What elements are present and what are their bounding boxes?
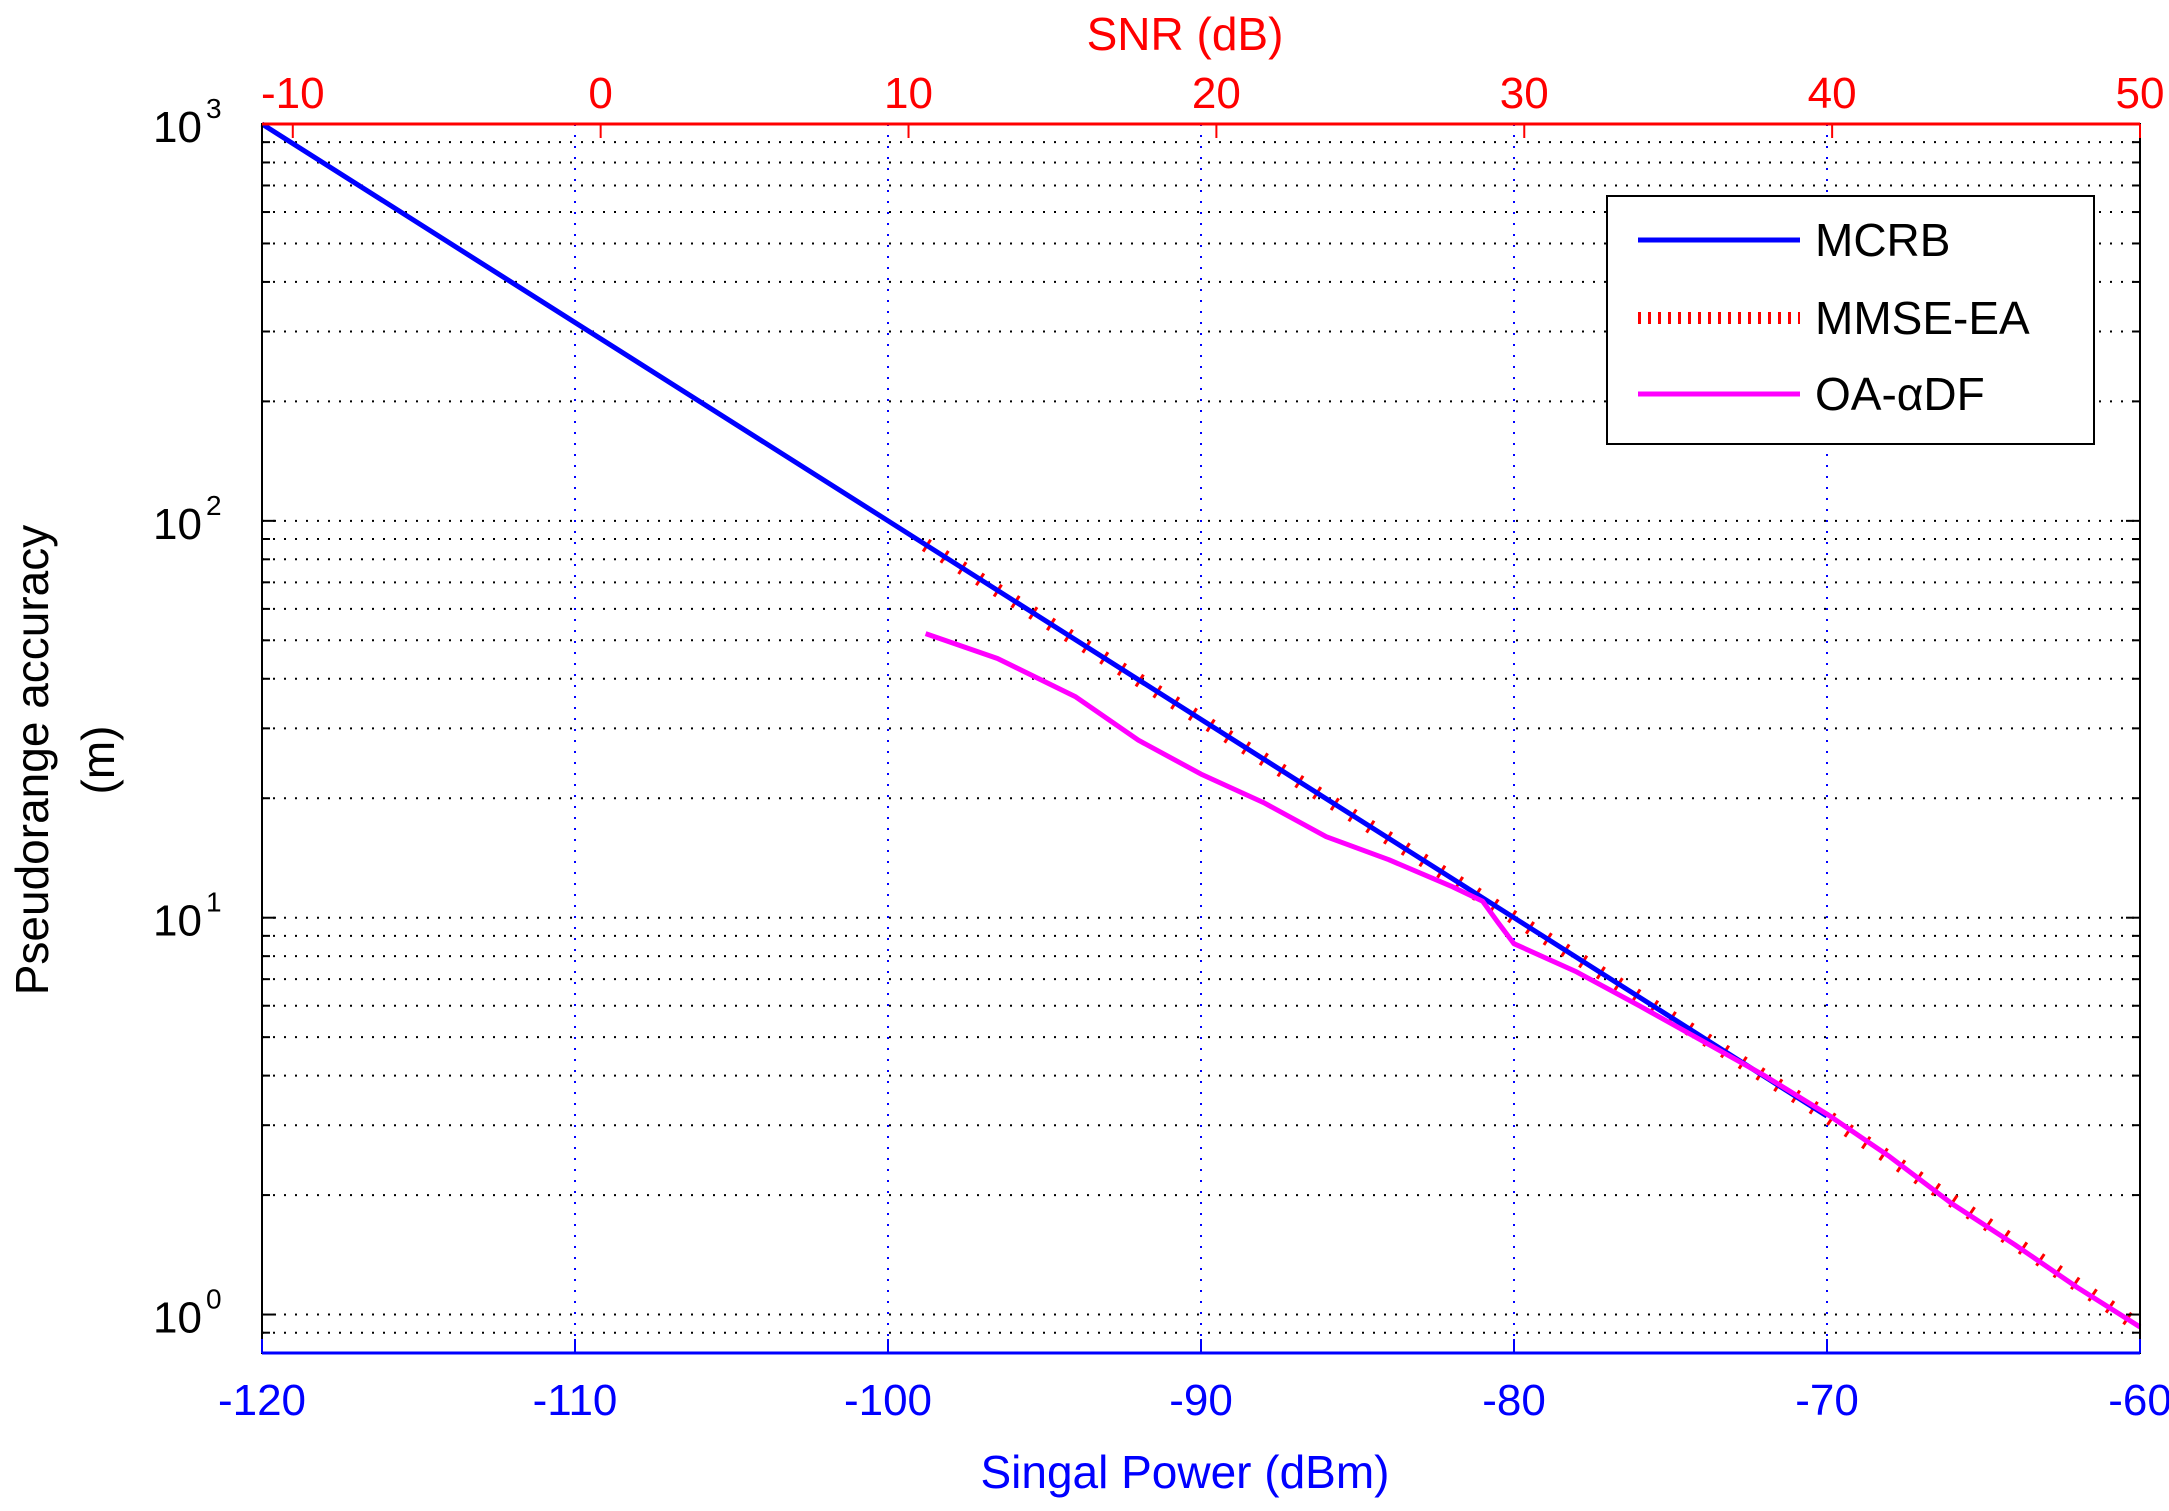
- tick-labels: -120 -110 -100 -90 -80 -70 -60-10 0 10 20 30 40 5010…: [153, 69, 2169, 1425]
- y-tick-label-base: 10: [153, 1294, 202, 1343]
- x-tick-label: -70: [1795, 1376, 1859, 1425]
- grid: [262, 123, 2140, 1354]
- y-axis-title-line-1: Pseudorange accuracy: [6, 525, 58, 996]
- x2-tick-label: 0: [588, 69, 612, 118]
- plot-lines: [260, 121, 2144, 1333]
- y-tick-label-base: 10: [153, 897, 202, 946]
- x2-tick-label: 10: [884, 69, 933, 118]
- y-tick-label-exponent: 3: [206, 93, 222, 124]
- x-tick-label: -120: [218, 1376, 306, 1425]
- y-tick-label-base: 10: [153, 103, 202, 152]
- x2-tick-label: -10: [261, 69, 325, 118]
- x-tick-label: -80: [1482, 1376, 1546, 1425]
- x-tick-label: -90: [1169, 1376, 1233, 1425]
- x-tick-label: -100: [844, 1376, 932, 1425]
- series-line-oa-df: [924, 631, 2142, 1330]
- y-axis-title-line-2: (m): [72, 726, 124, 795]
- y-tick-label-exponent: 1: [206, 887, 222, 918]
- legend-label-oa-adf: OA-αDF: [1815, 368, 1985, 420]
- x-tick-label: -60: [2108, 1376, 2169, 1425]
- legend-label-mmse-ea: MMSE-EA: [1815, 292, 2030, 344]
- x2-tick-label: 50: [2116, 69, 2165, 118]
- x2-tick-label: 40: [1808, 69, 1857, 118]
- x-tick-label: -110: [533, 1376, 618, 1425]
- y-tick-label-exponent: 0: [206, 1284, 222, 1315]
- top-axis-title: SNR (dB): [1087, 8, 1284, 60]
- x-axis-title: Singal Power (dBm): [980, 1446, 1389, 1498]
- y-tick-label-base: 10: [153, 500, 202, 549]
- axes: [261, 122, 2141, 1355]
- x2-tick-label: 30: [1500, 69, 1549, 118]
- legend-label-mcrb: MCRB: [1815, 214, 1950, 266]
- x2-tick-label: 20: [1192, 69, 1241, 118]
- y-tick-label-exponent: 2: [206, 490, 222, 521]
- legend: MCRB MMSE-EA OA-αDF: [1606, 195, 2095, 445]
- series-line-mcrb: [260, 121, 1829, 1119]
